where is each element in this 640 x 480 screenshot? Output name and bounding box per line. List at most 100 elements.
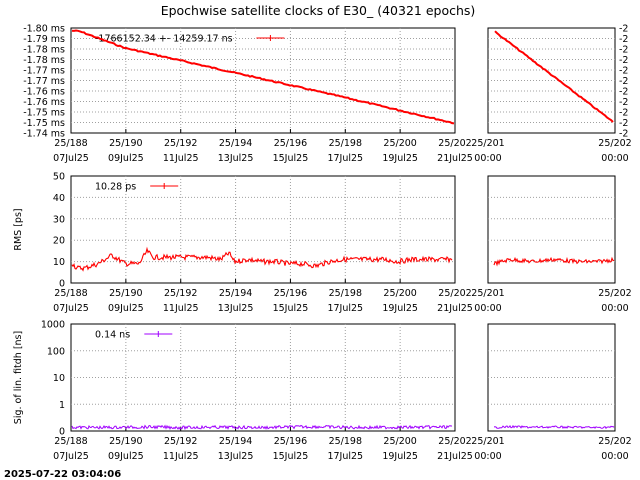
rms-series-line: [71, 246, 453, 272]
clock-zoom-series-line: [494, 30, 614, 123]
clock-x-tick-label: 19Jul25: [382, 153, 418, 164]
clock-x-tick-label: 25/194: [219, 138, 252, 149]
sig-zoom-series-line: [493, 424, 615, 430]
rms-x-tick-label: 25/198: [329, 288, 362, 299]
rms-plot-frame: [70, 175, 456, 284]
clock-zoom-y-tick-label: -2: [619, 108, 628, 119]
rms-y-tick-label: 30: [53, 214, 65, 225]
sig-x-tick-label: 25/192: [164, 436, 197, 447]
sig-x-tick-label: 19Jul25: [382, 451, 418, 462]
sig-y-axis-label: Sig. of lin. fitdh [ns]: [13, 331, 24, 424]
sig-zoom-x-tick-label: 25/202: [598, 436, 631, 447]
rms-y-tick-label: 10: [53, 257, 65, 268]
clock-x-tick-label: 25/188: [54, 138, 87, 149]
sig-x-tick-label: 25/188: [54, 436, 87, 447]
clock-x-tick-label: 25/190: [109, 138, 142, 149]
sig-x-tick-label: 17Jul25: [327, 451, 363, 462]
clock-zoom-y-tick-label: -2: [619, 87, 628, 98]
sig-x-tick-label: 25/202: [438, 436, 471, 447]
rms-zoom-series-line: [493, 256, 615, 267]
rms-zoom-x-tick-label: 25/202: [598, 288, 631, 299]
sig-zoom-x-tick-label: 00:00: [601, 451, 628, 462]
rms-x-tick-label: 19Jul25: [382, 303, 418, 314]
clock-y-tick-label: -1.76 ms: [23, 87, 65, 98]
rms-legend-label: 10.28 ps: [95, 182, 136, 193]
sig-x-tick-label: 25/194: [219, 436, 252, 447]
rms-x-tick-label: 25/192: [164, 288, 197, 299]
clock-zoom-y-tick-label: -2: [619, 97, 628, 108]
rms-x-tick-label: 25/202: [438, 288, 471, 299]
clock-zoom-y-tick-label: -2: [619, 129, 628, 140]
sig-x-tick-label: 21Jul25: [437, 451, 473, 462]
rms-x-tick-label: 17Jul25: [327, 303, 363, 314]
clock-zoom-x-tick-label: 25/201: [471, 138, 504, 149]
clock-x-tick-label: 25/202: [438, 138, 471, 149]
clock-zoom-y-tick-label: -2: [619, 34, 628, 45]
sig-x-tick-label: 11Jul25: [163, 451, 199, 462]
sig-zoom-x-tick-label: 00:00: [474, 451, 501, 462]
sig-y-tick-label: 100: [47, 346, 65, 357]
rms-y-axis-label: RMS [ps]: [13, 208, 24, 250]
clock-zoom-x-tick-label: 00:00: [601, 153, 628, 164]
sig-x-tick-label: 07Jul25: [53, 451, 89, 462]
clock-zoom-y-tick-label: -2: [619, 24, 628, 35]
sig-x-tick-label: 25/200: [383, 436, 416, 447]
rms-x-tick-label: 25/188: [54, 288, 87, 299]
sig-x-tick-label: 15Jul25: [273, 451, 309, 462]
rms-x-tick-label: 21Jul25: [437, 303, 473, 314]
clock-x-tick-label: 11Jul25: [163, 153, 199, 164]
rms-y-tick-label: 0: [59, 279, 65, 290]
clock-y-tick-label: -1.79 ms: [23, 34, 65, 45]
chart-title: Epochwise satellite clocks of E30_ (4032…: [161, 3, 476, 18]
clock-y-tick-label: -1.74 ms: [23, 129, 65, 140]
rms-zoom-x-tick-label: 00:00: [474, 303, 501, 314]
rms-zoom-x-tick-label: 00:00: [601, 303, 628, 314]
rms-x-tick-label: 11Jul25: [163, 303, 199, 314]
clock-series-line: [71, 29, 455, 125]
rms-zoom-x-tick-label: 25/201: [471, 288, 504, 299]
clock-legend-label: -1766152.34 +- 14259.17 ns: [95, 34, 233, 45]
rms-x-tick-label: 25/200: [383, 288, 416, 299]
rms-x-tick-label: 25/196: [274, 288, 307, 299]
clock-x-tick-label: 25/196: [274, 138, 307, 149]
sig-y-tick-label: 0: [59, 427, 65, 438]
clock-y-tick-label: -1.77 ms: [23, 76, 65, 87]
clock-x-tick-label: 21Jul25: [437, 153, 473, 164]
clock-y-tick-label: -1.78 ms: [23, 55, 65, 66]
clock-x-tick-label: 15Jul25: [273, 153, 309, 164]
rms-x-tick-label: 09Jul25: [108, 303, 144, 314]
clock-y-tick-label: -1.75 ms: [23, 108, 65, 119]
sig-x-tick-label: 13Jul25: [218, 451, 254, 462]
clock-zoom-y-tick-label: -2: [619, 118, 628, 129]
clock-x-tick-label: 25/200: [383, 138, 416, 149]
timestamp: 2025-07-22 03:04:06: [4, 469, 121, 480]
sig-y-tick-label: 1000: [41, 320, 65, 331]
sig-zoom-x-tick-label: 25/201: [471, 436, 504, 447]
rms-y-tick-label: 40: [53, 193, 65, 204]
rms-x-tick-label: 25/190: [109, 288, 142, 299]
sig-legend-label: 0.14 ns: [95, 330, 130, 341]
clock-zoom-y-tick-label: -2: [619, 45, 628, 56]
rms-y-tick-label: 20: [53, 236, 65, 247]
clock-y-tick-label: -1.77 ms: [23, 66, 65, 77]
clock-zoom-x-tick-label: 25/202: [598, 138, 631, 149]
clock-x-tick-label: 09Jul25: [108, 153, 144, 164]
sig-x-tick-label: 25/196: [274, 436, 307, 447]
clock-y-tick-label: -1.78 ms: [23, 45, 65, 56]
clock-y-tick-label: -1.80 ms: [23, 24, 65, 35]
clock-x-tick-label: 25/192: [164, 138, 197, 149]
clock-x-tick-label: 17Jul25: [327, 153, 363, 164]
clock-zoom-x-tick-label: 00:00: [474, 153, 501, 164]
clock-zoom-y-tick-label: -2: [619, 55, 628, 66]
clock-zoom-y-tick-label: -2: [619, 76, 628, 87]
clock-x-tick-label: 07Jul25: [53, 153, 89, 164]
clock-y-tick-label: -1.76 ms: [23, 97, 65, 108]
rms-zoom-frame: [487, 175, 616, 284]
sig-x-tick-label: 25/190: [109, 436, 142, 447]
sig-x-tick-label: 25/198: [329, 436, 362, 447]
clock-y-tick-label: -1.75 ms: [23, 118, 65, 129]
rms-x-tick-label: 07Jul25: [53, 303, 89, 314]
clock-zoom-y-tick-label: -2: [619, 66, 628, 77]
sig-series-line: [71, 424, 453, 431]
